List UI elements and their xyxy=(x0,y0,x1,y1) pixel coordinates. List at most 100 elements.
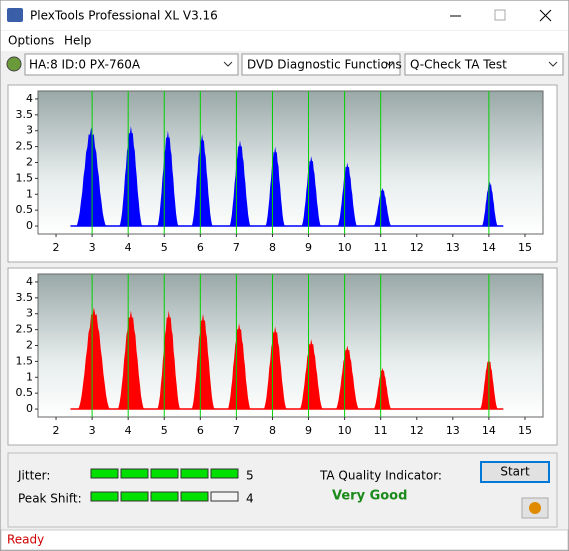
y-tick-label: 0 xyxy=(26,219,33,232)
y-tick-label: 1 xyxy=(26,370,33,383)
y-tick-label: 2.5 xyxy=(16,140,34,153)
level-segment xyxy=(150,491,179,502)
y-tick-label: 0.5 xyxy=(16,203,34,216)
x-tick-label: 4 xyxy=(125,241,132,254)
dropdown-arrow xyxy=(223,61,233,67)
plot-area xyxy=(37,90,544,235)
level-segment xyxy=(120,491,149,502)
y-tick-label: 2 xyxy=(26,339,33,352)
plot-area xyxy=(37,273,544,418)
level-segment xyxy=(90,468,119,479)
function-select-text: DVD Diagnostic Functions xyxy=(247,58,402,72)
histogram-peak xyxy=(229,140,251,227)
x-tick-label: 13 xyxy=(446,241,460,254)
histogram-peak xyxy=(299,339,323,410)
dropdown-arrow xyxy=(385,61,395,67)
close-button[interactable] xyxy=(539,9,552,22)
level-segment xyxy=(180,491,209,502)
window-title: PlexTools Professional XL V3.16 xyxy=(30,9,218,23)
x-tick-label: 10 xyxy=(338,424,352,437)
y-tick-label: 2.5 xyxy=(16,323,34,336)
test-select-text: Q-Check TA Test xyxy=(410,58,507,72)
histogram-peak xyxy=(157,130,179,227)
dropdown-arrow xyxy=(548,61,558,67)
peak-shift-value: 4 xyxy=(246,492,254,506)
histogram-peak xyxy=(373,187,392,227)
x-tick-label: 3 xyxy=(89,241,96,254)
x-tick-label: 7 xyxy=(233,241,240,254)
level-segment xyxy=(210,491,239,502)
x-tick-label: 8 xyxy=(269,424,276,437)
y-tick-label: 3.5 xyxy=(16,108,34,121)
drive-icon xyxy=(6,56,22,72)
histogram-peak xyxy=(263,326,287,410)
x-tick-label: 15 xyxy=(518,424,532,437)
info-icon xyxy=(529,502,541,514)
histogram-peak xyxy=(75,127,107,227)
quality-label: TA Quality Indicator: xyxy=(319,469,442,483)
maximize-button[interactable] xyxy=(494,9,506,21)
y-tick-label: 2 xyxy=(26,156,33,169)
level-segment xyxy=(210,468,239,479)
x-tick-label: 5 xyxy=(161,241,168,254)
histogram-peak xyxy=(77,307,111,410)
test-select[interactable] xyxy=(404,53,564,76)
drive-select-text: HA:8 ID:0 PX-760A xyxy=(29,58,141,72)
y-tick-label: 3.5 xyxy=(16,291,34,304)
level-segment xyxy=(120,468,149,479)
histogram-peak xyxy=(157,310,181,410)
y-tick-label: 4 xyxy=(26,92,33,105)
x-tick-label: 2 xyxy=(53,241,60,254)
histogram-peak xyxy=(119,126,143,227)
histogram-peak xyxy=(265,146,286,227)
x-tick-label: 14 xyxy=(482,424,496,437)
x-tick-label: 13 xyxy=(446,424,460,437)
x-tick-label: 8 xyxy=(269,241,276,254)
x-tick-label: 15 xyxy=(518,241,532,254)
quality-value: Very Good xyxy=(332,489,407,504)
histogram-peak xyxy=(373,367,392,410)
level-segment xyxy=(150,468,179,479)
histogram-peak xyxy=(301,156,322,227)
histogram-peak xyxy=(117,310,145,410)
start-button-text: Start xyxy=(500,465,530,479)
start-button[interactable] xyxy=(480,461,550,483)
x-tick-label: 11 xyxy=(374,241,388,254)
histogram-peak xyxy=(481,181,498,227)
x-tick-label: 7 xyxy=(233,424,240,437)
x-tick-label: 9 xyxy=(305,241,312,254)
level-segment xyxy=(90,491,119,502)
x-tick-label: 3 xyxy=(89,424,96,437)
jitter-label: Jitter: xyxy=(17,469,50,483)
result-panel xyxy=(7,452,558,528)
jitter-value: 5 xyxy=(246,469,254,483)
histogram-peak xyxy=(191,313,215,410)
level-segment xyxy=(180,468,209,479)
y-tick-label: 1.5 xyxy=(16,171,34,184)
x-tick-label: 10 xyxy=(338,241,352,254)
x-tick-label: 5 xyxy=(161,424,168,437)
peak-shift-label: Peak Shift: xyxy=(18,492,82,506)
y-tick-label: 3 xyxy=(26,124,33,137)
y-tick-label: 3 xyxy=(26,307,33,320)
x-tick-label: 11 xyxy=(374,424,388,437)
y-tick-label: 0.5 xyxy=(16,386,34,399)
x-tick-label: 14 xyxy=(482,241,496,254)
x-tick-label: 2 xyxy=(53,424,60,437)
histogram-peak xyxy=(227,323,251,410)
y-tick-label: 1 xyxy=(26,187,33,200)
menu-item[interactable]: Help xyxy=(64,34,91,48)
drive-select[interactable] xyxy=(24,53,239,76)
menu-item[interactable]: Options xyxy=(8,34,54,48)
y-tick-label: 4 xyxy=(26,275,33,288)
menu-bar xyxy=(1,31,568,51)
status-text: Ready xyxy=(7,533,44,547)
status-bar xyxy=(0,529,569,551)
x-tick-label: 9 xyxy=(305,424,312,437)
histogram-peak xyxy=(337,162,358,227)
function-select[interactable] xyxy=(241,53,401,76)
histogram-peak xyxy=(191,133,213,227)
x-tick-label: 6 xyxy=(197,424,204,437)
x-tick-label: 4 xyxy=(125,424,132,437)
